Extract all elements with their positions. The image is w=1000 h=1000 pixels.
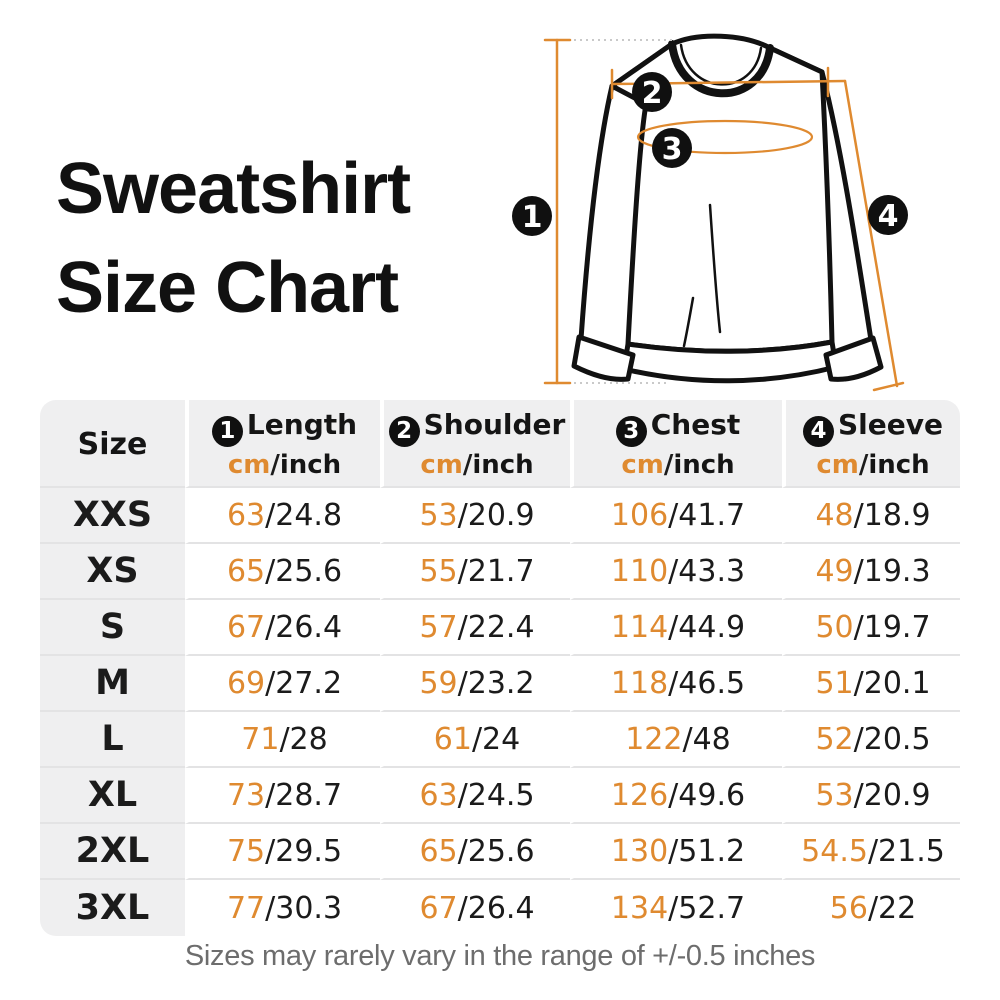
table-row: 2XL 75/29.5 65/25.6 130/51.2 54.5/21.5 bbox=[40, 824, 960, 880]
header-sleeve-label: Sleeve bbox=[838, 408, 943, 441]
page-title-line2: Size Chart bbox=[56, 248, 399, 328]
chest-value: 126/49.6 bbox=[570, 768, 782, 824]
sleeve-marker-badge: 4 bbox=[803, 416, 834, 447]
size-label: L bbox=[40, 712, 185, 768]
page-title: Sweatshirt Size Chart bbox=[56, 140, 411, 338]
table-header-row: Size 1 Length cm/inch 2 Shoulder cm/inch 3… bbox=[40, 400, 960, 488]
chest-marker-badge: 3 bbox=[615, 416, 647, 447]
chest-value: 134/52.7 bbox=[570, 880, 782, 936]
size-label: XS bbox=[40, 544, 185, 600]
length-value: 71/28 bbox=[185, 712, 380, 768]
sleeve-value: 52/20.5 bbox=[782, 712, 960, 768]
size-label: S bbox=[40, 600, 185, 656]
size-label: M bbox=[40, 656, 185, 712]
size-label: 3XL bbox=[40, 880, 185, 936]
chest-ellipse bbox=[636, 119, 814, 155]
sleeve-line bbox=[843, 79, 899, 388]
length-value: 75/29.5 bbox=[185, 824, 380, 880]
header-size: Size bbox=[40, 400, 185, 488]
shoulder-value: 59/23.2 bbox=[380, 656, 570, 712]
unit-cm: cm bbox=[816, 450, 859, 480]
dotted-guides bbox=[568, 39, 672, 384]
table-row: L 71/28 61/24 122/48 52/20.5 bbox=[40, 712, 960, 768]
marker-1-circle bbox=[512, 196, 552, 236]
sleeve-value: 53/20.9 bbox=[782, 768, 960, 824]
header-chest-label: Chest bbox=[650, 408, 741, 441]
collar-inner bbox=[679, 43, 763, 86]
header-shoulder-label: Shoulder bbox=[423, 408, 566, 441]
shoulder-value: 61/24 bbox=[380, 712, 570, 768]
table-row: S 67/26.4 57/22.4 114/44.9 50/19.7 bbox=[40, 600, 960, 656]
size-variance-note: Sizes may rarely vary in the range of +/… bbox=[184, 940, 816, 972]
measurement-lines bbox=[543, 38, 905, 392]
header-sleeve: 4 Sleeve cm/inch bbox=[782, 400, 960, 488]
length-marker-badge: 1 bbox=[211, 416, 243, 447]
length-value: 63/24.8 bbox=[185, 488, 380, 544]
unit-cm: cm bbox=[420, 450, 463, 480]
header-length: 1 Length cm/inch bbox=[185, 400, 380, 488]
marker-1-label: 1 bbox=[522, 200, 543, 235]
table-row: XS 65/25.6 55/21.7 110/43.3 49/19.3 bbox=[40, 544, 960, 600]
marker-3-label: 3 bbox=[662, 132, 683, 167]
left-cuff bbox=[571, 334, 636, 382]
marker-2-label: 2 bbox=[642, 76, 663, 111]
shoulder-value: 55/21.7 bbox=[380, 544, 570, 600]
sleeve-value: 56/22 bbox=[782, 880, 960, 936]
size-label: 2XL bbox=[40, 824, 185, 880]
sleeve-value: 49/19.3 bbox=[782, 544, 960, 600]
page-title-line1: Sweatshirt bbox=[56, 149, 411, 229]
unit-inch: inch bbox=[279, 450, 342, 480]
shoulder-value: 65/25.6 bbox=[380, 824, 570, 880]
unit-cm: cm bbox=[227, 450, 271, 480]
length-value: 69/27.2 bbox=[185, 656, 380, 712]
unit-cm: cm bbox=[621, 450, 664, 480]
sleeve-value: 50/19.7 bbox=[782, 600, 960, 656]
sweatshirt-measurement-diagram: 1 2 3 4 bbox=[512, 33, 908, 392]
length-value: 65/25.6 bbox=[185, 544, 380, 600]
unit-inch: inch bbox=[673, 450, 735, 480]
shoulder-value: 57/22.4 bbox=[380, 600, 570, 656]
sleeve-value: 51/20.1 bbox=[782, 656, 960, 712]
header-length-label: Length bbox=[246, 408, 358, 441]
table-row: M 69/27.2 59/23.2 118/46.5 51/20.1 bbox=[40, 656, 960, 712]
sweatshirt-drawing bbox=[571, 33, 884, 384]
marker-3-circle bbox=[652, 128, 692, 168]
unit-inch: inch bbox=[472, 450, 534, 480]
length-value: 77/30.3 bbox=[185, 880, 380, 936]
chest-value: 114/44.9 bbox=[570, 600, 782, 656]
length-value: 73/28.7 bbox=[185, 768, 380, 824]
chest-value: 106/41.7 bbox=[570, 488, 782, 544]
table-row: XL 73/28.7 63/24.5 126/49.6 53/20.9 bbox=[40, 768, 960, 824]
chest-value: 110/43.3 bbox=[570, 544, 782, 600]
unit-inch: inch bbox=[868, 450, 930, 480]
size-label: XXS bbox=[40, 488, 185, 544]
shoulder-value: 63/24.5 bbox=[380, 768, 570, 824]
wrinkle-line bbox=[682, 296, 695, 348]
table-row: 3XL 77/30.3 67/26.4 134/52.7 56/22 bbox=[40, 880, 960, 936]
diagram-markers: 1 2 3 4 bbox=[512, 72, 908, 236]
sleeve-value: 54.5/21.5 bbox=[782, 824, 960, 880]
chest-value: 122/48 bbox=[570, 712, 782, 768]
size-label: XL bbox=[40, 768, 185, 824]
marker-4-circle bbox=[868, 195, 908, 235]
collar-outer bbox=[668, 40, 774, 98]
size-table: Size 1 Length cm/inch 2 Shoulder cm/inch 3… bbox=[40, 400, 960, 936]
chest-value: 118/46.5 bbox=[570, 656, 782, 712]
size-table-container: Size 1 Length cm/inch 2 Shoulder cm/inch 3… bbox=[40, 400, 960, 936]
header-shoulder: 2 Shoulder cm/inch bbox=[380, 400, 570, 488]
wrinkle-line bbox=[708, 203, 722, 334]
marker-2-circle bbox=[632, 72, 672, 112]
shoulder-marker-badge: 2 bbox=[388, 416, 420, 447]
length-value: 67/26.4 bbox=[185, 600, 380, 656]
sleeve-value: 48/18.9 bbox=[782, 488, 960, 544]
shoulder-value: 53/20.9 bbox=[380, 488, 570, 544]
shoulder-value: 67/26.4 bbox=[380, 880, 570, 936]
chest-value: 130/51.2 bbox=[570, 824, 782, 880]
right-cuff bbox=[823, 335, 884, 382]
table-row: XXS 63/24.8 53/20.9 106/41.7 48/18.9 bbox=[40, 488, 960, 544]
marker-4-label: 4 bbox=[878, 199, 899, 234]
header-chest: 3 Chest cm/inch bbox=[570, 400, 782, 488]
